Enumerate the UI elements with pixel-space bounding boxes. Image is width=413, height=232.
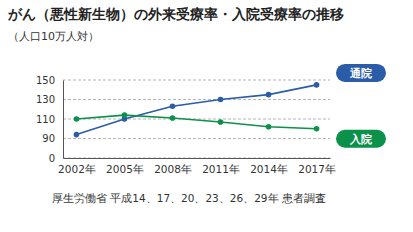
y-tick: 110 [36,114,63,125]
marks [74,82,320,137]
x-axis: 2002年 2005年 2008年 2011年 2014年 2017年 [58,158,336,175]
series-line [76,115,316,129]
x-tick: 2017年 [298,158,336,175]
x-tick-label: 2011年 [202,163,240,175]
x-tick-label: 2008年 [154,163,192,175]
legend-item: 入院 [336,130,386,148]
point [266,124,272,130]
point [314,126,320,132]
y-tick-label: 0 [49,153,55,164]
grid-line [63,99,330,100]
point [218,97,224,103]
grid-line [63,80,330,81]
legend-item: 通院 [336,64,386,82]
x-tick-label: 2017年 [298,163,336,175]
point [170,115,176,121]
y-tick: 130 [36,94,63,105]
x-tick: 2002年 [58,158,96,175]
x-tick: 2005年 [106,158,144,175]
x-tick-label: 2014年 [250,163,288,175]
series-line [76,85,316,135]
point [170,104,176,110]
x-tick-label: 2005年 [106,163,144,175]
chart: がん（悪性新生物）の外来受療率・入院受療率の推移 （人口10万人対） 0 90 110 1… [0,0,413,232]
point [74,132,80,138]
legend-label: 入院 [349,133,372,146]
legend-swatch [336,130,386,148]
point [314,82,320,88]
y-axis: 0 90 110 130 150 [36,75,64,164]
y-tick-label: 110 [36,114,55,125]
x-tick: 2011年 [202,158,240,175]
point [218,119,224,125]
x-tick-label: 2002年 [58,163,96,175]
point [74,116,80,122]
y-tick: 90 [42,133,63,144]
source: 厚生労働省 平成14、17、20、23、26、29年 患者調査 [52,192,326,204]
point [266,92,272,98]
x-axis-line [64,158,331,159]
x-tick: 2008年 [154,158,192,175]
grid-line [63,138,330,139]
y-tick: 0 [49,153,63,164]
subtitle: （人口10万人対） [8,30,99,43]
x-tick: 2014年 [250,158,288,175]
y-axis-line [63,81,64,159]
legend-swatch [336,64,386,82]
point [122,112,128,118]
y-tick-label: 130 [36,94,55,105]
grid-line [63,158,330,159]
title: がん（悪性新生物）の外来受療率・入院受療率の推移 [7,6,344,22]
y-tick: 150 [36,75,63,86]
y-tick-label: 150 [36,75,55,86]
legend-label: 通院 [349,67,372,80]
y-tick-label: 90 [42,133,55,144]
